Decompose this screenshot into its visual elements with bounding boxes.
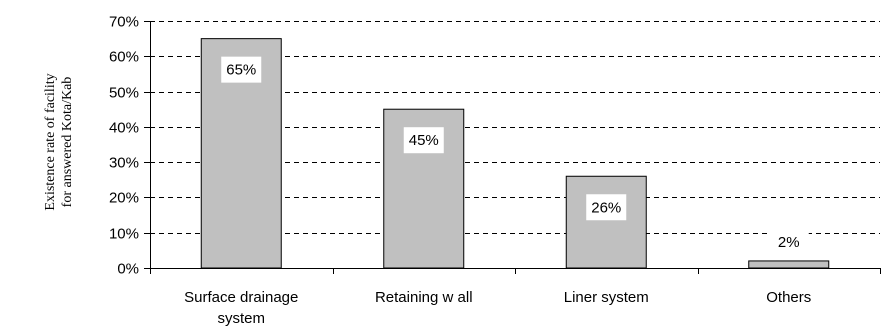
- y-tick-label: 20%: [109, 190, 139, 207]
- bar: [565, 175, 647, 269]
- y-tick-labels: 0% 10% 20% 30% 40% 50% 60% 70%: [109, 14, 139, 278]
- data-label: 65%: [226, 62, 256, 79]
- data-label-bg: [768, 228, 809, 255]
- x-category-label: Others: [766, 289, 811, 306]
- data-label-bg: [586, 194, 627, 221]
- x-category-label: Retaining w all: [375, 289, 473, 306]
- x-category-labels: Surface drainage system Retaining w all Lin…: [184, 289, 811, 327]
- data-label-bg: [221, 56, 262, 83]
- y-tick-label: 0%: [117, 261, 139, 278]
- data-label: 45%: [409, 132, 439, 149]
- axes: [144, 21, 881, 274]
- y-tick-label: 70%: [109, 14, 139, 31]
- data-label: 2%: [778, 234, 800, 251]
- bar: [748, 260, 830, 269]
- y-tick-label: 30%: [109, 155, 139, 172]
- y-tick-label: 40%: [109, 120, 139, 137]
- x-category-label: Liner system: [564, 289, 649, 306]
- y-tick-label: 60%: [109, 49, 139, 66]
- data-label: 26%: [591, 199, 621, 216]
- y-tick-label: 50%: [109, 85, 139, 102]
- y-tick-label: 10%: [109, 226, 139, 243]
- data-label-bg: [403, 127, 444, 154]
- data-labels: 65% 45% 26% 2%: [221, 56, 809, 255]
- x-category-label: Surface drainage system: [184, 289, 298, 327]
- y-axis-label: Existence rate of facility for answered K…: [43, 73, 75, 210]
